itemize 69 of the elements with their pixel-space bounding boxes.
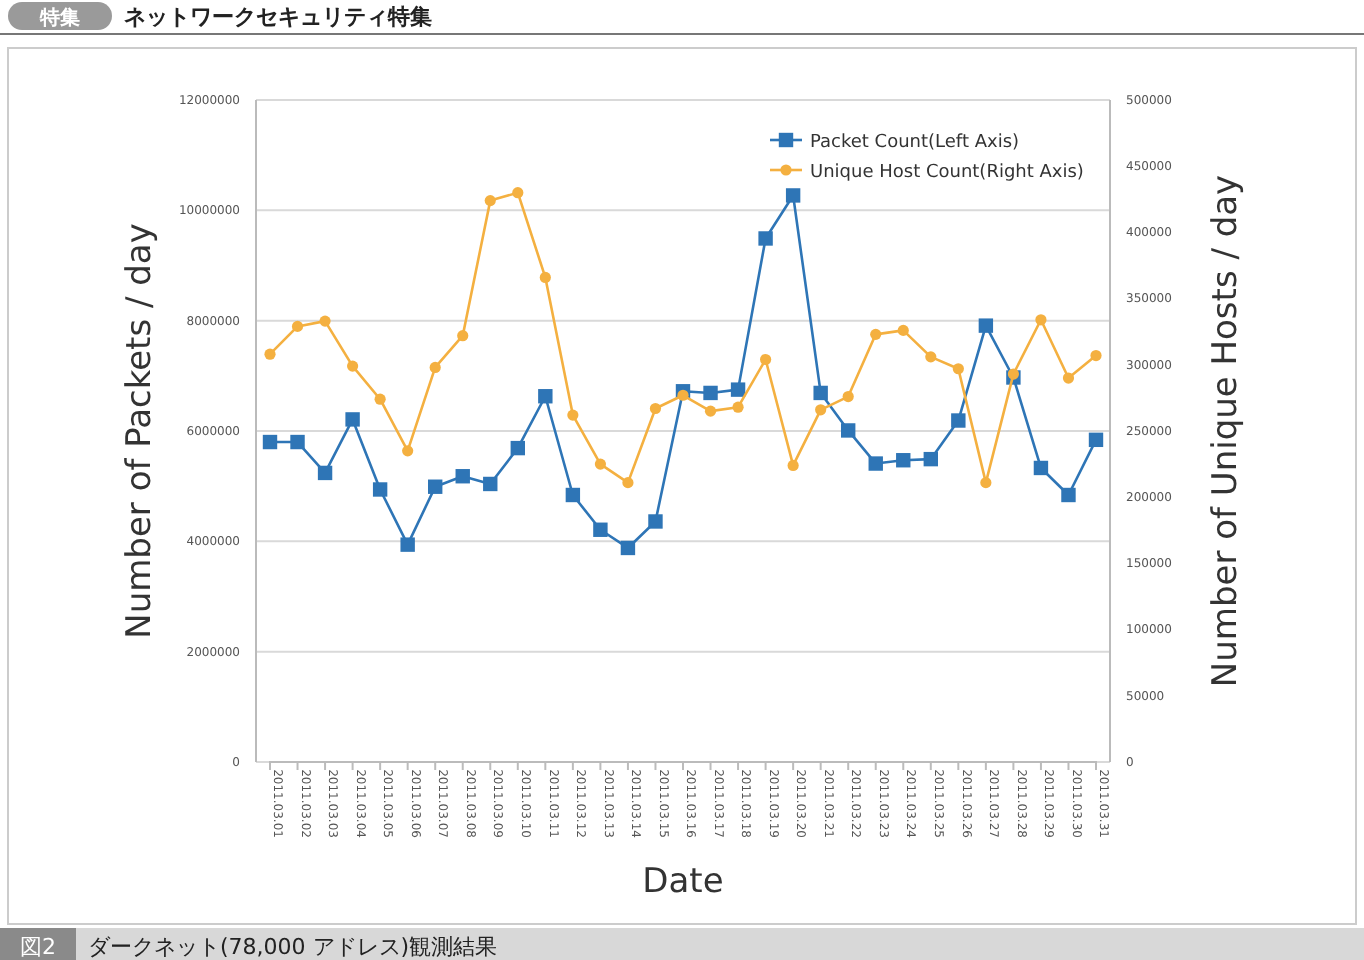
point bbox=[842, 390, 854, 403]
point bbox=[978, 318, 994, 333]
point bbox=[262, 434, 278, 450]
point bbox=[484, 195, 496, 207]
point bbox=[1062, 372, 1075, 384]
point bbox=[539, 271, 551, 284]
point bbox=[815, 404, 827, 416]
point bbox=[1061, 487, 1076, 503]
caption: 図2 bbox=[20, 934, 56, 960]
text: ダークネット(78,000 アドレス)観測結果 bbox=[88, 934, 498, 960]
point bbox=[400, 537, 415, 552]
point bbox=[567, 409, 579, 421]
point bbox=[897, 324, 909, 336]
point bbox=[785, 188, 801, 203]
point bbox=[896, 453, 911, 468]
point bbox=[455, 469, 470, 484]
point bbox=[730, 382, 746, 397]
y-axis-title: Number of Packets / day bbox=[120, 223, 160, 639]
point bbox=[402, 445, 414, 457]
point bbox=[510, 440, 525, 456]
point bbox=[870, 328, 882, 340]
point bbox=[429, 361, 441, 374]
point bbox=[923, 451, 938, 467]
legend-label: Packet Count(Left Axis) bbox=[810, 133, 1020, 153]
point bbox=[649, 402, 662, 415]
point bbox=[622, 477, 634, 489]
point bbox=[732, 401, 744, 413]
point bbox=[428, 479, 443, 494]
point bbox=[703, 385, 718, 401]
point bbox=[758, 231, 773, 246]
point bbox=[374, 393, 386, 405]
point bbox=[704, 405, 717, 417]
point bbox=[372, 482, 388, 497]
point bbox=[952, 363, 964, 375]
y2-axis-title: Number of Unique Hosts / day bbox=[1206, 174, 1246, 688]
text: 特集 bbox=[38, 6, 80, 30]
text: ネットワークセキュリティ特集 bbox=[124, 4, 432, 30]
point bbox=[345, 412, 360, 427]
point bbox=[1007, 368, 1019, 380]
point bbox=[1088, 432, 1104, 448]
point bbox=[787, 459, 799, 472]
point bbox=[512, 187, 524, 199]
point bbox=[594, 458, 606, 470]
point bbox=[483, 476, 498, 492]
x-axis-title: Date bbox=[642, 862, 724, 902]
point bbox=[317, 465, 333, 481]
point bbox=[264, 348, 276, 360]
point bbox=[291, 320, 304, 332]
point bbox=[290, 434, 305, 450]
point bbox=[677, 389, 689, 401]
point bbox=[347, 360, 359, 372]
point bbox=[841, 423, 856, 438]
point bbox=[1090, 349, 1102, 362]
point bbox=[813, 385, 828, 401]
point bbox=[648, 514, 663, 529]
point bbox=[565, 487, 581, 503]
point bbox=[457, 330, 469, 342]
point bbox=[620, 540, 636, 556]
point bbox=[760, 353, 772, 366]
point bbox=[925, 351, 937, 363]
point bbox=[1033, 460, 1049, 476]
point bbox=[538, 389, 553, 404]
point bbox=[319, 315, 331, 327]
point bbox=[951, 413, 966, 428]
point bbox=[593, 522, 608, 537]
point bbox=[868, 456, 883, 471]
point bbox=[980, 477, 992, 489]
point bbox=[1035, 314, 1047, 326]
legend-label: Unique Host Count(Right Axis) bbox=[810, 163, 1084, 183]
